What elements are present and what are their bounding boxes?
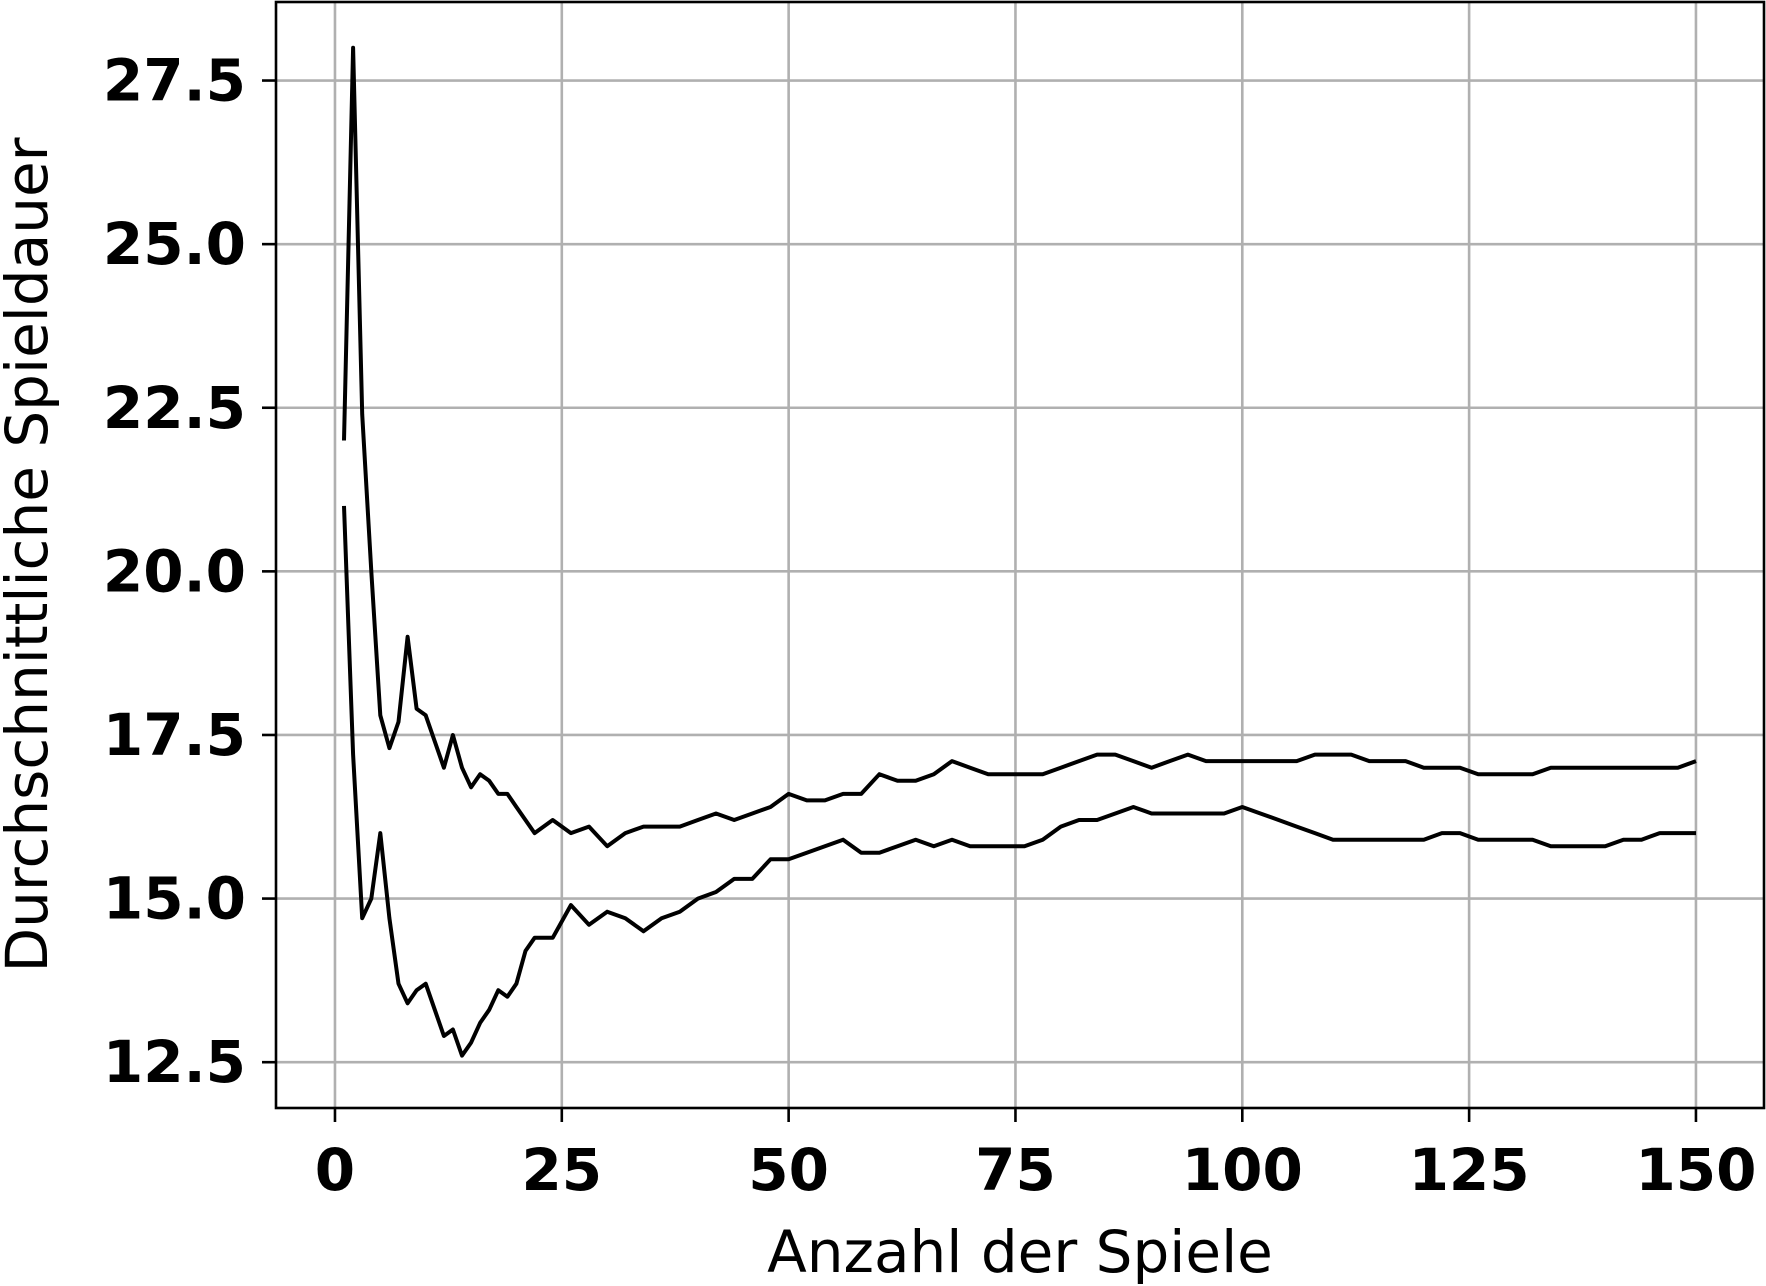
y-tick-label: 27.5 (103, 47, 246, 115)
series-group (342, 45, 1697, 1058)
x-tick-label: 0 (315, 1136, 355, 1204)
series-line-2 (342, 505, 1696, 1058)
x-tick-label: 150 (1635, 1136, 1756, 1204)
x-tick-label: 50 (748, 1136, 829, 1204)
series-line-1 (342, 45, 1697, 849)
plot-frame (274, 0, 1766, 1110)
x-axis-label: Anzahl der Spiele (767, 1218, 1273, 1286)
y-tick-label: 15.0 (103, 865, 246, 933)
y-tick-label: 20.0 (103, 537, 246, 605)
x-tick-label: 125 (1409, 1136, 1530, 1204)
y-axis-label: Durchschnittliche Spieldauer (0, 137, 61, 972)
x-tick-label: 25 (521, 1136, 602, 1204)
x-axis-ticks: 0 25 50 75 100 125 150 (315, 1108, 1756, 1204)
grid-lines (276, 2, 1764, 1108)
y-tick-label: 25.0 (103, 210, 246, 278)
y-tick-label: 17.5 (103, 701, 246, 769)
x-tick-label: 75 (975, 1136, 1056, 1204)
x-tick-label: 100 (1182, 1136, 1303, 1204)
y-axis-ticks: 12.5 15.0 17.5 20.0 22.5 25.0 27.5 (103, 47, 276, 1096)
y-tick-label: 12.5 (103, 1028, 246, 1096)
y-tick-label: 22.5 (103, 374, 246, 442)
